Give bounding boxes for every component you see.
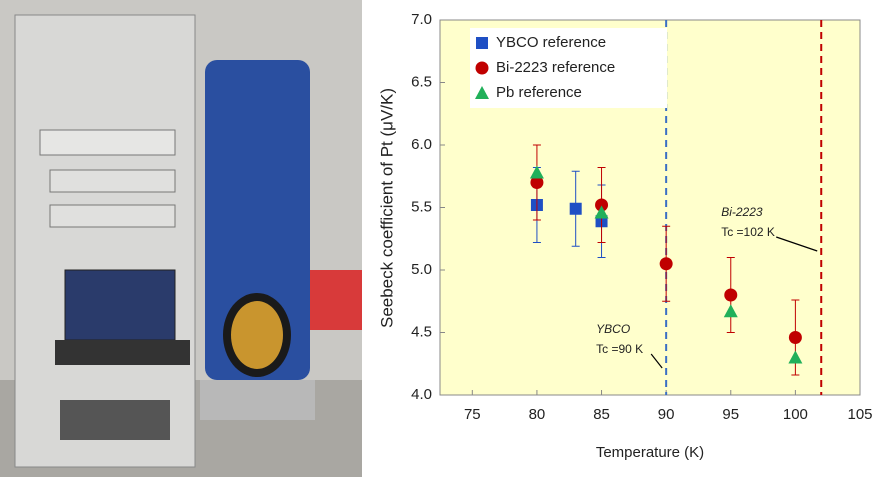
annotation-arrow	[650, 353, 663, 369]
axis-title: Temperature (K)	[596, 444, 704, 461]
y-tick-label: 6.0	[411, 136, 432, 153]
point	[594, 205, 609, 219]
cryostat-insert	[231, 301, 283, 369]
point	[529, 165, 544, 179]
y-tick-label: 5.0	[411, 261, 432, 278]
x-tick-label: 95	[722, 406, 739, 423]
point	[530, 176, 544, 189]
laptop-screen	[64, 269, 176, 341]
annotation: Bi-2223	[721, 205, 763, 219]
x-tick-label: 80	[529, 406, 546, 423]
y-tick-label: 4.0	[411, 386, 432, 403]
y-tick-label: 6.5	[411, 73, 432, 90]
cryostat-base	[200, 380, 315, 420]
point	[724, 288, 738, 302]
y-tick-label: 5.5	[411, 198, 432, 215]
legend-label: YBCO reference	[496, 34, 606, 51]
annotation-arrow	[776, 236, 818, 252]
instrument	[60, 400, 170, 440]
annotation: YBCO	[596, 322, 630, 336]
legend-label: Bi-2223 reference	[496, 59, 615, 76]
axis-title: Seebeck coefficient of Pt (μV/K)	[377, 88, 396, 328]
rack	[14, 14, 196, 468]
annotation: Tc =102 K	[721, 225, 775, 239]
point	[569, 202, 582, 215]
laptop-base	[55, 340, 190, 365]
legend-marker	[475, 86, 489, 99]
x-tick-label: 75	[464, 406, 481, 423]
legend-marker	[476, 37, 488, 49]
x-tick-label: 100	[783, 406, 808, 423]
x-tick-label: 90	[658, 406, 675, 423]
legend-marker	[475, 61, 489, 75]
dewar	[310, 270, 362, 330]
point	[788, 331, 802, 344]
instrument	[39, 129, 176, 156]
point	[788, 350, 803, 364]
legend	[470, 28, 667, 108]
annotation: Tc =90 K	[596, 342, 643, 356]
photo	[0, 0, 362, 477]
x-tick-label: 85	[593, 406, 610, 423]
point	[659, 257, 673, 271]
instrument	[49, 169, 176, 193]
point	[595, 198, 609, 212]
cryostat	[205, 60, 310, 380]
legend-label: Pb reference	[496, 84, 582, 101]
y-tick-label: 7.0	[411, 11, 432, 28]
x-tick-label: 105	[847, 406, 872, 423]
point	[723, 304, 738, 318]
instrument	[49, 204, 176, 228]
y-tick-label: 4.5	[411, 323, 432, 340]
